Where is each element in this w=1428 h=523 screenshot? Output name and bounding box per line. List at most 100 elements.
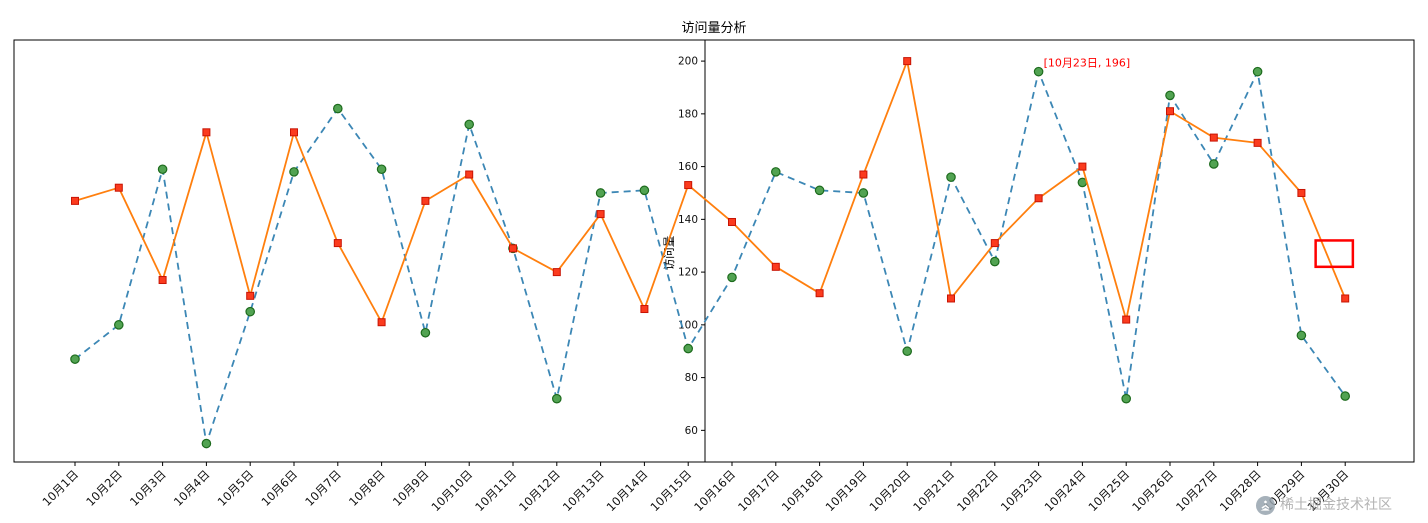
y-tick-label: 140 xyxy=(678,214,698,226)
data-point-marker-square xyxy=(1209,133,1218,142)
data-point-marker-square xyxy=(1166,107,1174,116)
data-point-marker-circle xyxy=(289,167,299,177)
y-tick-label: 80 xyxy=(685,372,698,384)
data-point-marker-square xyxy=(684,181,693,190)
chart-title: 访问量分析 xyxy=(681,21,747,36)
x-tick-label: 10月17日 xyxy=(735,467,782,514)
data-point-marker-square xyxy=(333,239,342,248)
data-point-marker-square xyxy=(728,217,736,226)
y-tick-label: 180 xyxy=(678,108,698,120)
data-point-marker-square xyxy=(596,210,605,219)
data-point-marker-square xyxy=(246,291,255,300)
data-point-marker-circle xyxy=(946,172,956,182)
data-point-marker-circle xyxy=(1209,159,1219,169)
x-tick-label: 10月19日 xyxy=(823,467,870,514)
x-tick-label: 10月14日 xyxy=(604,467,651,514)
data-point-marker-circle xyxy=(989,256,1000,267)
data-point-marker-circle xyxy=(551,393,562,404)
x-tick-label: 10月21日 xyxy=(910,467,957,514)
data-point-marker-circle xyxy=(114,320,124,330)
data-point-marker-circle xyxy=(770,167,781,177)
data-point-marker-circle xyxy=(1033,66,1044,77)
data-point-marker-circle xyxy=(902,346,912,357)
x-tick-label: 10月28日 xyxy=(1217,467,1264,514)
x-tick-label: 10月24日 xyxy=(1042,467,1089,514)
data-point-marker-circle xyxy=(157,164,168,175)
data-point-marker-square xyxy=(903,57,912,66)
peak-annotation: [10月23日, 196] xyxy=(1044,57,1131,70)
data-point-marker-square xyxy=(1297,188,1306,197)
data-point-marker-square xyxy=(465,170,474,179)
data-point-marker-circle xyxy=(727,272,737,283)
data-point-marker-circle xyxy=(595,188,606,198)
data-point-marker-square xyxy=(114,183,123,192)
data-point-marker-square xyxy=(771,262,780,271)
x-tick-label: 10月12日 xyxy=(516,467,563,514)
data-point-marker-circle xyxy=(245,306,255,317)
x-tick-label: 10月15日 xyxy=(647,467,694,514)
y-tick-label: 160 xyxy=(678,161,698,173)
data-point-marker-square xyxy=(947,294,955,303)
x-tick-label: 10月29日 xyxy=(1261,467,1308,514)
x-tick-label: 10月10日 xyxy=(428,467,475,514)
y-tick-label: 60 xyxy=(685,425,698,437)
highlight-rect xyxy=(1314,239,1355,269)
data-point-marker-circle xyxy=(70,354,80,364)
data-point-marker-circle xyxy=(683,343,693,354)
data-point-marker-circle xyxy=(858,188,869,198)
x-tick-label: 10月20日 xyxy=(866,467,913,514)
x-tick-label: 10月16日 xyxy=(691,467,738,514)
x-tick-label: 10月7日 xyxy=(302,467,344,509)
data-point-marker-square xyxy=(1341,294,1350,303)
data-point-marker-square xyxy=(290,128,298,137)
data-point-marker-square xyxy=(71,196,79,205)
series-line-orange-solid-series xyxy=(74,60,1347,324)
data-point-marker-circle xyxy=(464,119,474,130)
x-tick-label: 10月2日 xyxy=(83,467,125,509)
data-point-marker-square xyxy=(552,268,561,277)
x-tick-label: 10月5日 xyxy=(215,467,257,509)
x-tick-label: 10月4日 xyxy=(171,467,213,509)
x-tick-label: 10月23日 xyxy=(998,467,1045,514)
x-tick-label: 10月26日 xyxy=(1129,467,1176,514)
data-point-marker-square xyxy=(1034,194,1043,203)
x-tick-label: 10月8日 xyxy=(346,467,388,509)
x-tick-label: 10月13日 xyxy=(560,467,607,514)
data-point-marker-square xyxy=(202,128,211,137)
data-point-marker-square xyxy=(815,289,824,298)
data-point-marker-square xyxy=(1078,162,1087,171)
x-tick-label: 10月18日 xyxy=(779,467,826,514)
data-point-marker-circle xyxy=(420,327,431,338)
data-point-marker-circle xyxy=(1165,90,1175,101)
data-point-marker-circle xyxy=(1252,66,1263,77)
data-point-marker-square xyxy=(158,276,167,285)
data-point-marker-circle xyxy=(332,103,343,114)
x-tick-label: 10月22日 xyxy=(954,467,1001,514)
data-point-marker-square xyxy=(990,239,999,248)
data-point-marker-circle xyxy=(639,185,650,196)
x-tick-label: 10月11日 xyxy=(472,467,519,514)
data-point-marker-circle xyxy=(1296,330,1307,341)
data-point-marker-circle xyxy=(376,164,387,175)
x-tick-label: 10月27日 xyxy=(1173,467,1220,514)
x-tick-label: 10月25日 xyxy=(1085,467,1132,514)
data-point-marker-circle xyxy=(1340,391,1350,401)
data-point-marker-square xyxy=(421,196,430,205)
x-tick-label: 10月9日 xyxy=(390,467,432,509)
y-tick-label: 120 xyxy=(678,267,698,279)
x-tick-label: 10月6日 xyxy=(258,467,300,509)
series-line-blue-dashed-series xyxy=(74,70,1346,445)
x-tick-label: 10月1日 xyxy=(39,467,81,509)
plot-border xyxy=(13,39,1415,463)
data-point-marker-circle xyxy=(814,185,825,196)
y-tick-label: 200 xyxy=(678,56,698,68)
data-point-marker-circle xyxy=(1121,393,1131,404)
data-point-marker-square xyxy=(859,170,868,179)
data-point-marker-square xyxy=(509,244,517,253)
x-tick-label: 10月3日 xyxy=(127,467,169,509)
data-point-marker-square xyxy=(1253,138,1262,147)
data-point-marker-square xyxy=(640,305,649,314)
data-point-marker-square xyxy=(1122,315,1131,324)
